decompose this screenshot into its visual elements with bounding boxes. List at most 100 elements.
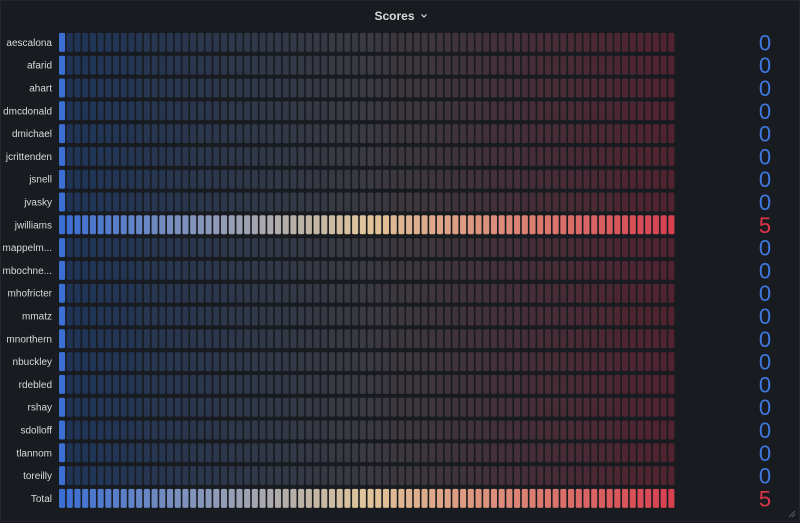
gauge-cell — [375, 306, 382, 326]
gauge-cell — [151, 352, 158, 372]
gauge-bar[interactable] — [59, 306, 675, 326]
gauge-cell — [668, 352, 675, 372]
gauge-cell — [290, 397, 297, 417]
gauge-cell — [529, 55, 536, 75]
gauge-cell-lit — [128, 215, 135, 235]
gauge-cell — [483, 443, 490, 463]
gauge-cell — [406, 260, 413, 280]
gauge-cell — [483, 397, 490, 417]
gauge-cell — [382, 169, 390, 189]
gauge-cell — [220, 169, 228, 189]
gauge-bar[interactable] — [59, 78, 675, 98]
gauge-bar[interactable] — [59, 260, 675, 280]
row-label: ahart — [29, 84, 52, 95]
gauge-cell — [591, 146, 598, 166]
row-value: 0 — [759, 418, 771, 443]
gauge-cell — [143, 146, 150, 166]
gauge-cell-lit — [244, 488, 251, 508]
gauge-cell — [344, 260, 351, 280]
gauge-bar[interactable] — [59, 238, 675, 258]
gauge-cell — [645, 32, 652, 52]
gauge-cell-lit — [413, 215, 420, 235]
gauge-bar[interactable] — [59, 420, 675, 440]
panel-title[interactable]: Scores — [374, 9, 415, 23]
gauge-bar[interactable] — [59, 466, 675, 486]
gauge-cell-lit — [128, 488, 135, 508]
gauge-bar[interactable] — [59, 443, 675, 463]
gauge-cell — [352, 283, 359, 303]
gauge-cell — [205, 146, 212, 166]
resize-handle-icon[interactable] — [788, 510, 796, 518]
gauge-bar[interactable] — [59, 397, 675, 417]
gauge-cell — [429, 238, 436, 258]
gauge-cell — [290, 466, 297, 486]
gauge-cell — [629, 101, 636, 121]
gauge-bar[interactable] — [59, 488, 675, 508]
gauge-cell — [74, 55, 81, 75]
gauge-cell — [537, 124, 544, 144]
gauge-cell — [251, 374, 258, 394]
gauge-bar[interactable] — [59, 169, 675, 189]
gauge-bar[interactable] — [59, 329, 675, 349]
gauge-cell-lit — [244, 215, 251, 235]
gauge-cell — [429, 443, 436, 463]
gauge-cell — [251, 306, 258, 326]
gauge-cell — [313, 466, 320, 486]
gauge-bar[interactable] — [59, 55, 675, 75]
gauge-bar[interactable] — [59, 192, 675, 212]
gauge-cell — [413, 352, 420, 372]
gauge-cell — [344, 443, 351, 463]
gauge-cell — [136, 192, 143, 212]
gauge-cell — [313, 169, 320, 189]
gauge-cell — [336, 55, 343, 75]
gauge-cell — [668, 283, 675, 303]
gauge-cell-lit — [629, 488, 636, 508]
gauge-cell — [429, 55, 436, 75]
gauge-cell — [367, 283, 374, 303]
gauge-cell — [629, 397, 636, 417]
gauge-cell — [359, 32, 366, 52]
gauge-cell-lit — [151, 488, 158, 508]
gauge-cell — [336, 374, 343, 394]
gauge-cell — [313, 397, 320, 417]
gauge-cell — [182, 169, 189, 189]
gauge-cell — [143, 192, 150, 212]
gauge-cell — [120, 78, 127, 98]
gauge-cell — [483, 146, 490, 166]
gauge-bar[interactable] — [59, 283, 675, 303]
gauge-cell — [591, 169, 598, 189]
gauge-bar[interactable] — [59, 32, 675, 52]
gauge-cell — [190, 169, 197, 189]
gauge-cell — [151, 260, 158, 280]
gauge-cell — [413, 124, 420, 144]
gauge-cell — [483, 192, 490, 212]
gauge-cell — [282, 260, 289, 280]
gauge-cell — [282, 443, 289, 463]
gauge-cell — [274, 443, 282, 463]
gauge-cell — [506, 329, 513, 349]
gauge-cell — [413, 78, 420, 98]
gauge-bar[interactable] — [59, 352, 675, 372]
gauge-cell — [460, 55, 467, 75]
gauge-cell-lit — [467, 215, 474, 235]
gauge-cell — [413, 260, 420, 280]
gauge-bar[interactable] — [59, 374, 675, 394]
gauge-bar[interactable] — [59, 101, 675, 121]
gauge-cell — [568, 443, 575, 463]
gauge-bar[interactable] — [59, 124, 675, 144]
gauge-cell — [429, 260, 436, 280]
gauge-cell — [205, 260, 212, 280]
gauge-cell — [89, 329, 96, 349]
gauge-cell-lit — [313, 215, 320, 235]
gauge-bar[interactable] — [59, 146, 675, 166]
gauge-cell — [305, 329, 312, 349]
gauge-cell — [120, 32, 127, 52]
chevron-down-icon[interactable] — [420, 12, 428, 20]
gauge-cell — [89, 124, 96, 144]
gauge-cell — [575, 283, 582, 303]
gauge-cell — [467, 78, 474, 98]
gauge-cell — [591, 397, 598, 417]
gauge-bar[interactable] — [59, 215, 675, 235]
gauge-cell — [460, 78, 467, 98]
gauge-cell — [521, 238, 528, 258]
